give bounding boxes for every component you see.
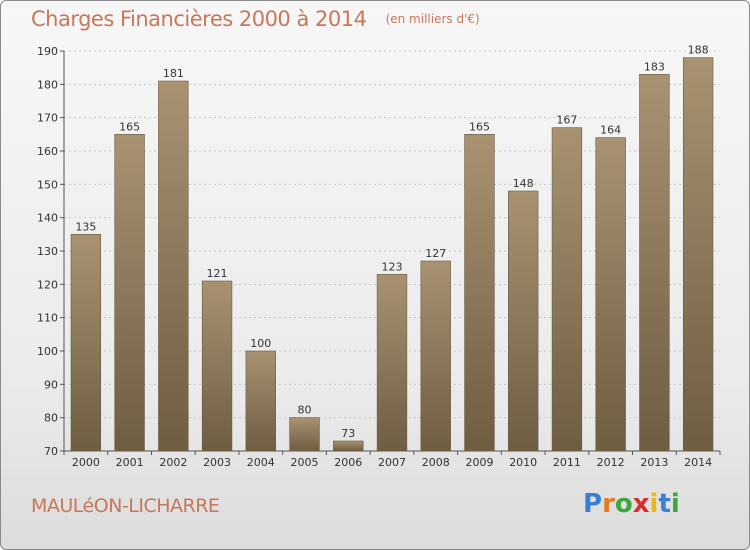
x-tick-label: 2012 [597,456,625,469]
bar [682,57,714,452]
bar [333,440,364,452]
bar [420,260,451,452]
x-tick-label: 2010 [509,456,537,469]
logo-letter: x [632,489,650,519]
y-tick-label: 190 [37,45,58,58]
y-tick-label: 180 [37,78,58,91]
x-tick-label: 2014 [684,456,712,469]
x-tick-label: 2005 [291,456,319,469]
title-row: Charges Financières 2000 à 2014 (en mill… [31,7,480,37]
y-tick-label: 80 [44,412,58,425]
bar-value-label: 100 [250,337,271,350]
bar-value-label: 181 [163,67,184,80]
labels: 70 80 90 100 110 120 130 140 150 160 170 180 190 135 2… [37,44,712,469]
bar [464,134,495,452]
logo-letter: i [649,489,659,519]
bar [158,80,189,452]
chart-unit: (en milliers d'€) [385,12,480,26]
bar-value-label: 73 [341,427,355,440]
bar-value-label: 188 [688,44,709,57]
y-tick-label: 120 [37,278,58,291]
bar-value-label: 135 [75,220,96,233]
y-tick-label: 170 [37,112,58,125]
x-tick-label: 2011 [553,456,581,469]
x-tick-label: 2003 [203,456,231,469]
x-tick-label: 2009 [465,456,493,469]
y-tick-label: 100 [37,345,58,358]
y-tick-label: 160 [37,145,58,158]
x-tick-label: 2004 [247,456,275,469]
bar-value-label: 167 [556,114,577,127]
x-tick-label: 2006 [334,456,362,469]
bar [289,417,320,452]
bar [245,350,276,452]
bar [639,74,670,452]
bar-value-label: 165 [119,120,140,133]
bar-value-label: 80 [298,404,312,417]
x-tick-label: 2013 [640,456,668,469]
bars [70,57,714,452]
x-tick-label: 2008 [422,456,450,469]
bar-value-label: 148 [513,177,534,190]
y-tick-label: 150 [37,178,58,191]
y-tick-label: 140 [37,212,58,225]
logo-letter: i [670,489,680,519]
x-tick-label: 2007 [378,456,406,469]
y-tick-label: 130 [37,245,58,258]
y-tick-label: 90 [44,378,58,391]
proxiti-logo[interactable]: Proxiti [583,489,680,519]
x-tick-label: 2002 [159,456,187,469]
bar [595,137,626,452]
bar-value-label: 183 [644,60,665,73]
bar [114,134,145,452]
x-tick-label: 2000 [72,456,100,469]
bar [508,190,539,452]
bar-value-label: 165 [469,120,490,133]
bar-value-label: 164 [600,124,621,137]
bar [376,274,408,452]
chart-title: Charges Financières 2000 à 2014 [31,7,367,31]
bar-value-label: 127 [425,247,446,260]
logo-letter: r [602,489,615,519]
logo-letter: P [583,489,603,519]
y-tick-label: 110 [37,312,58,325]
x-tick-label: 2001 [116,456,144,469]
bar [551,127,583,452]
bar-value-label: 121 [207,267,228,280]
logo-letter: o [614,489,633,519]
bar [70,234,102,452]
y-tick-label: 70 [44,445,58,458]
bar [201,280,233,452]
commune-name: MAULéON-LICHARRE [31,495,220,517]
bar-value-label: 123 [382,260,403,273]
logo-letter: t [658,489,671,519]
